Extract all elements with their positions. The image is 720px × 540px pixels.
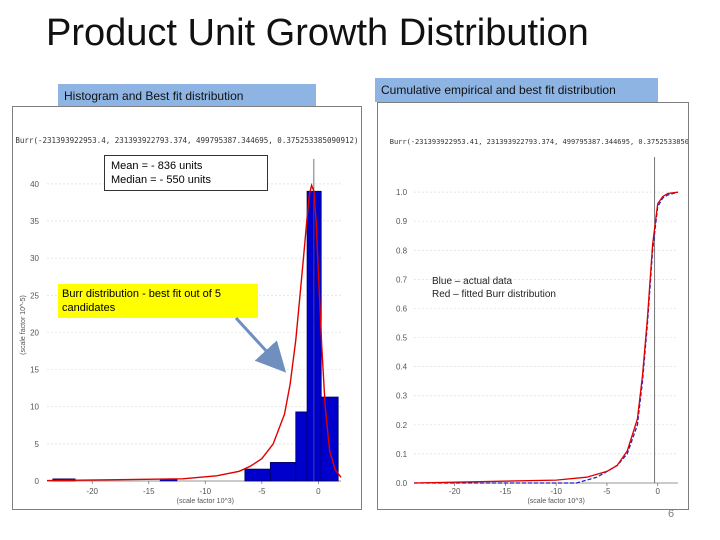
- median-label: Median = - 550 units: [111, 174, 211, 186]
- cumulative-x-axis-label: (scale factor 10^3): [527, 498, 584, 505]
- cumulative-y-tick-label: 1.0: [396, 188, 408, 197]
- page-title: Product Unit Growth Distribution: [46, 12, 589, 54]
- cumulative-x-tick-label: -15: [500, 487, 512, 496]
- histogram-x-tick-label: -20: [86, 487, 98, 496]
- histogram-y-tick-label: 10: [30, 403, 39, 412]
- histogram-bar: [320, 396, 339, 482]
- histogram-tab-label: Histogram and Best fit distribution: [58, 84, 316, 108]
- cumulative-y-tick-label: 0.1: [396, 450, 408, 459]
- cumulative-y-tick-label: 0.7: [396, 275, 408, 284]
- cumulative-panel: Burr(-231393922953.41, 231393922793.374,…: [377, 102, 689, 510]
- histogram-bar: [244, 468, 271, 482]
- histogram-x-tick-label: -15: [143, 487, 155, 496]
- histogram-fit-curve: [46, 182, 342, 482]
- histogram-y-tick-label: 40: [30, 180, 39, 189]
- histogram-bar: [295, 411, 308, 482]
- cumulative-x-tick-label: -10: [550, 487, 562, 496]
- cumulative-fit-line: [413, 191, 679, 484]
- histogram-y-axis-label: (scale factor 10^-5): [20, 295, 27, 355]
- cumulative-x-tick-label: 0: [655, 487, 660, 496]
- cumulative-y-tick-label: 0.2: [396, 421, 408, 430]
- cumulative-empirical-line: [414, 191, 679, 484]
- cumulative-x-tick-label: -20: [449, 487, 461, 496]
- histogram-x-tick-label: -10: [200, 487, 212, 496]
- legend-actual-label: Blue – actual data: [432, 276, 513, 287]
- page-number: 6: [668, 508, 675, 520]
- cumulative-y-tick-label: 0.9: [396, 217, 408, 226]
- cumulative-tab-label: Cumulative empirical and best fit distri…: [375, 78, 658, 102]
- histogram-fit-caption: Burr(-231393922953.4, 231393922793.374, …: [15, 136, 358, 145]
- histogram-y-tick-label: 5: [35, 440, 40, 449]
- cumulative-y-tick-label: 0.5: [396, 334, 408, 343]
- mean-median-box: Mean = - 836 units Median = - 550 units: [104, 155, 268, 191]
- histogram-y-tick-label: 20: [30, 328, 39, 337]
- histogram-x-axis-label: (scale factor 10^3): [177, 498, 234, 505]
- cumulative-fit-caption: Burr(-231393922953.41, 231393922793.374,…: [390, 138, 688, 146]
- cumulative-y-tick-label: 0.8: [396, 246, 408, 255]
- mean-label: Mean = - 836 units: [111, 160, 203, 172]
- cumulative-y-tick-label: 0.4: [396, 363, 408, 372]
- cumulative-x-tick-label: -5: [603, 487, 611, 496]
- histogram-y-tick-label: 25: [30, 291, 39, 300]
- cumulative-legend: Blue – actual data Red – fitted Burr dis…: [432, 275, 632, 301]
- histogram-x-tick-label: -5: [258, 487, 266, 496]
- cumulative-y-tick-label: 0.6: [396, 304, 408, 313]
- legend-fitted-label: Red – fitted Burr distribution: [432, 289, 556, 300]
- histogram-chart: Burr(-231393922953.4, 231393922793.374, …: [15, 136, 358, 505]
- cumulative-chart: Burr(-231393922953.41, 231393922793.374,…: [390, 138, 688, 505]
- cumulative-y-tick-label: 0.3: [396, 392, 408, 401]
- histogram-y-tick-label: 35: [30, 217, 39, 226]
- burr-note-callout: Burr distribution - best fit out of 5 ca…: [58, 284, 258, 318]
- histogram-y-tick-label: 15: [30, 366, 39, 375]
- histogram-x-tick-label: 0: [316, 487, 321, 496]
- cumulative-y-tick-label: 0.0: [396, 479, 408, 488]
- histogram-y-tick-label: 30: [30, 254, 39, 263]
- histogram-bar: [269, 462, 297, 482]
- histogram-y-tick-label: 0: [35, 477, 40, 486]
